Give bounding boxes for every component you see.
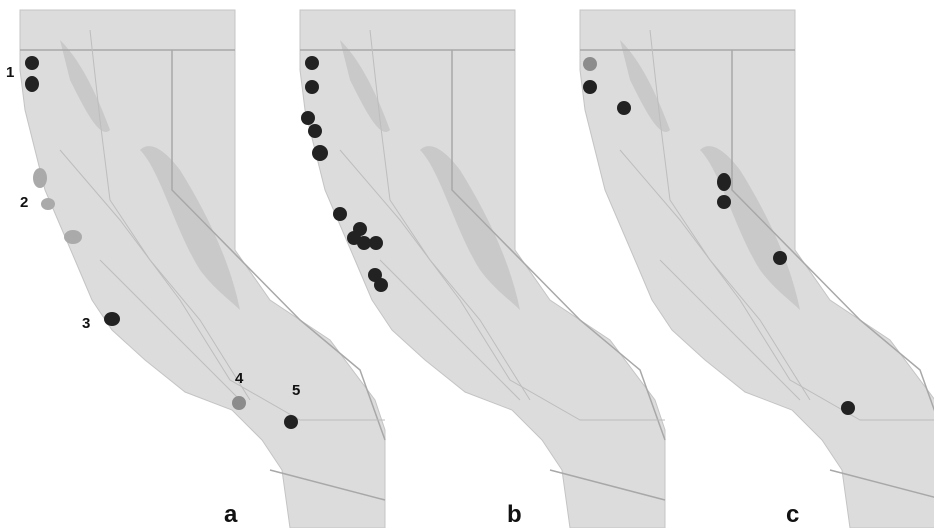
panel-label: c [786,501,799,528]
site-dot [64,230,82,244]
site-dot [104,312,120,326]
site-label: 1 [6,64,14,81]
site-dot [333,207,347,221]
site-label: 4 [235,370,244,387]
site-label: 5 [292,382,300,399]
site-dot [25,76,39,92]
site-label: 2 [20,194,28,211]
site-dot [232,396,246,410]
site-dot [308,124,322,138]
site-dot [301,111,315,125]
site-dot [374,278,388,292]
site-dot [841,401,855,415]
site-dot [773,251,787,265]
site-dot [33,168,47,188]
site-label: 3 [82,315,90,332]
site-dot [284,415,298,429]
site-dot [717,195,731,209]
site-dot [41,198,55,210]
panel-label: b [507,501,522,528]
site-dot [357,236,371,250]
site-dot [312,145,328,161]
site-dot [717,173,731,191]
panel-label: a [224,501,238,528]
site-dot [305,80,319,94]
site-dot [583,57,597,71]
figure: 1 2 3 4 5 a b [0,0,934,528]
site-dot [617,101,631,115]
site-dot [369,236,383,250]
site-dot [25,56,39,70]
site-dot [305,56,319,70]
site-dot [583,80,597,94]
